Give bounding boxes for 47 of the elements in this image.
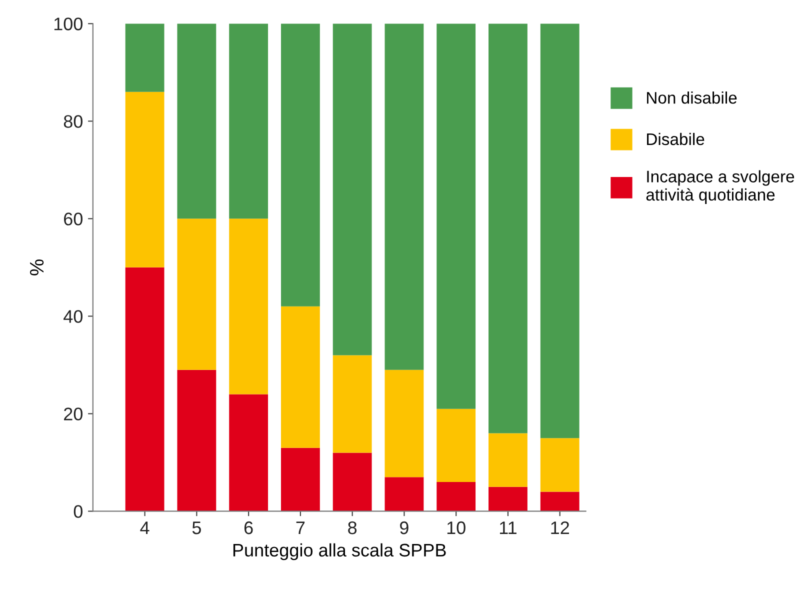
bar (488, 24, 528, 434)
y-tick-label: 60 (64, 212, 82, 226)
bar (177, 218, 216, 370)
y-tick-label: 20 (64, 408, 82, 420)
bar (540, 438, 580, 492)
x-tick-label: 11 (500, 522, 516, 534)
bar (540, 24, 580, 438)
bar (332, 452, 372, 512)
x-axis-title: Punteggio alla scala SPPB (233, 543, 446, 560)
y-axis-title: % (30, 259, 44, 276)
bar (177, 24, 216, 219)
bar (125, 92, 164, 268)
legend-label: Incapace a svolgere attività quotidiane (646, 170, 794, 204)
bar (125, 267, 164, 512)
bar (436, 24, 476, 409)
bar (384, 477, 424, 512)
y-tick-label: 0 (74, 505, 82, 518)
bar (177, 370, 216, 512)
bar (280, 448, 320, 512)
bar (229, 218, 268, 394)
bar (280, 306, 320, 448)
x-tick-label: 12 (551, 521, 569, 534)
x-tick-label: 9 (400, 521, 408, 534)
bar (125, 24, 164, 92)
bar (384, 24, 424, 370)
x-tick-label: 10 (447, 521, 466, 534)
x-tick-label: 6 (244, 521, 253, 534)
bar (488, 486, 528, 512)
bar (436, 408, 476, 482)
y-tick-label: 80 (64, 115, 82, 128)
y-tick-label: 40 (64, 310, 82, 323)
legend-label: Disabile (647, 132, 704, 146)
bar (229, 24, 268, 219)
x-tick-label: 5 (192, 522, 201, 534)
x-tick-label: 4 (140, 522, 150, 534)
y-tick-label: 100 (54, 18, 82, 30)
bar (436, 482, 476, 512)
bar (280, 24, 320, 306)
bar (229, 394, 268, 512)
legend-label: Non disabile (647, 91, 737, 104)
x-tick-label: 8 (348, 521, 357, 534)
bar (332, 355, 372, 453)
x-tick-label: 7 (296, 522, 305, 534)
bar (384, 370, 424, 478)
bar (332, 24, 372, 356)
bar (540, 492, 580, 512)
bar (488, 433, 528, 487)
